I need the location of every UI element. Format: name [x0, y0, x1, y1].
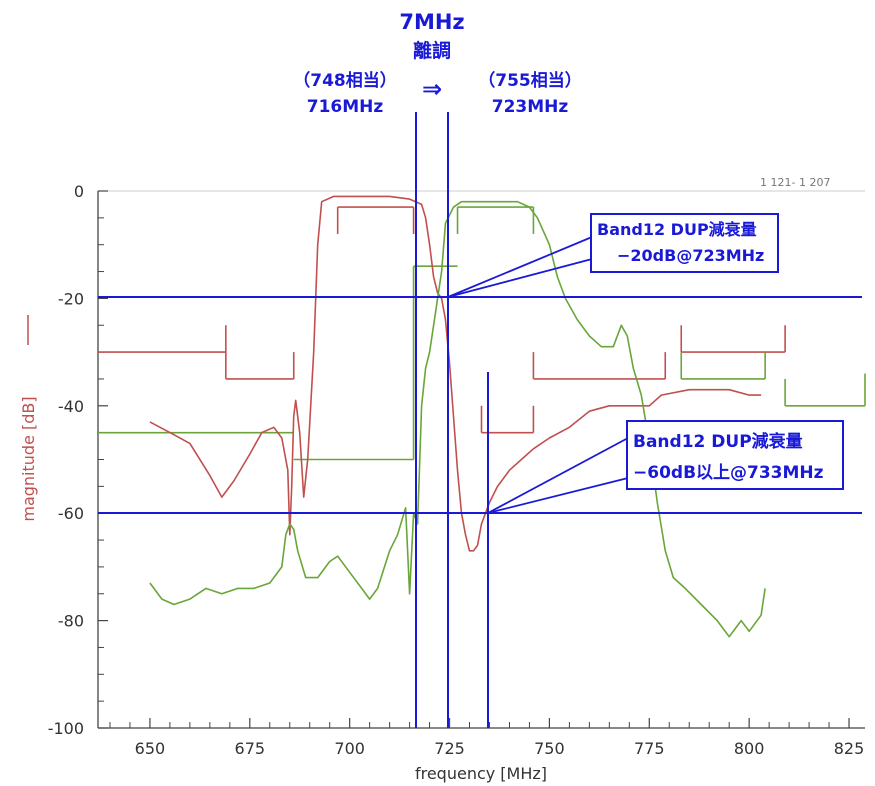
left-channel-paren: （748相当） [293, 70, 397, 91]
y-tick-label: -100 [48, 719, 84, 738]
corner-text: 1 121- 1 207 [760, 176, 830, 189]
annotation-box-2-line2: −60dB以上@733MHz [633, 463, 824, 483]
x-tick-label: 675 [235, 739, 266, 758]
annotation-box-2-frame [626, 420, 844, 490]
x-tick-label: 750 [534, 739, 565, 758]
tx-filter-line [149, 195, 762, 552]
right-channel-paren: （755相当） [478, 70, 582, 91]
y-ticks: 0 -20 -40 -60 -80 -100 [48, 182, 108, 738]
y-axis-label: magnitude [dB] [19, 396, 38, 521]
y-tick-label: -60 [58, 504, 84, 523]
x-tick-label: 825 [834, 739, 865, 758]
x-tick-label: 725 [434, 739, 465, 758]
y-tick-label: -40 [58, 397, 84, 416]
detune-label: 離調 [413, 39, 451, 62]
annotation-box-2-line1: Band12 DUP減衰量 [633, 431, 803, 452]
y-tick-label: -80 [58, 612, 84, 631]
pointer-1b [447, 258, 593, 298]
right-channel-freq: 723MHz [492, 97, 569, 117]
pointer-2b [487, 477, 629, 514]
x-tick-label: 700 [334, 739, 365, 758]
x-tick-label: 650 [135, 739, 166, 758]
annotation-box-1: Band12 DUP減衰量 −20dB@723MHz [590, 213, 779, 273]
annotation-box-1-line1: Band12 DUP減衰量 [597, 220, 757, 239]
pointer-2a [487, 437, 629, 514]
annotation-box-1-line2: −20dB@723MHz [617, 246, 764, 265]
x-ticks: 650 675 700 725 750 775 800 825 [109, 718, 865, 758]
annotation-box-2: Band12 DUP減衰量 −60dB以上@733MHz [626, 420, 844, 490]
x-tick-label: 775 [634, 739, 665, 758]
annotation-box-1-frame [590, 213, 779, 273]
pointer-1a [447, 236, 593, 298]
y-tick-label: -20 [58, 289, 84, 308]
detune-title: 7MHz [399, 10, 464, 34]
left-channel-freq: 716MHz [307, 97, 384, 117]
arrow-icon: ⇒ [422, 75, 442, 103]
x-tick-label: 800 [734, 739, 765, 758]
y-tick-label: 0 [74, 182, 84, 201]
annotation-lines [98, 112, 862, 728]
x-axis-label: frequency [MHz] [415, 764, 547, 783]
